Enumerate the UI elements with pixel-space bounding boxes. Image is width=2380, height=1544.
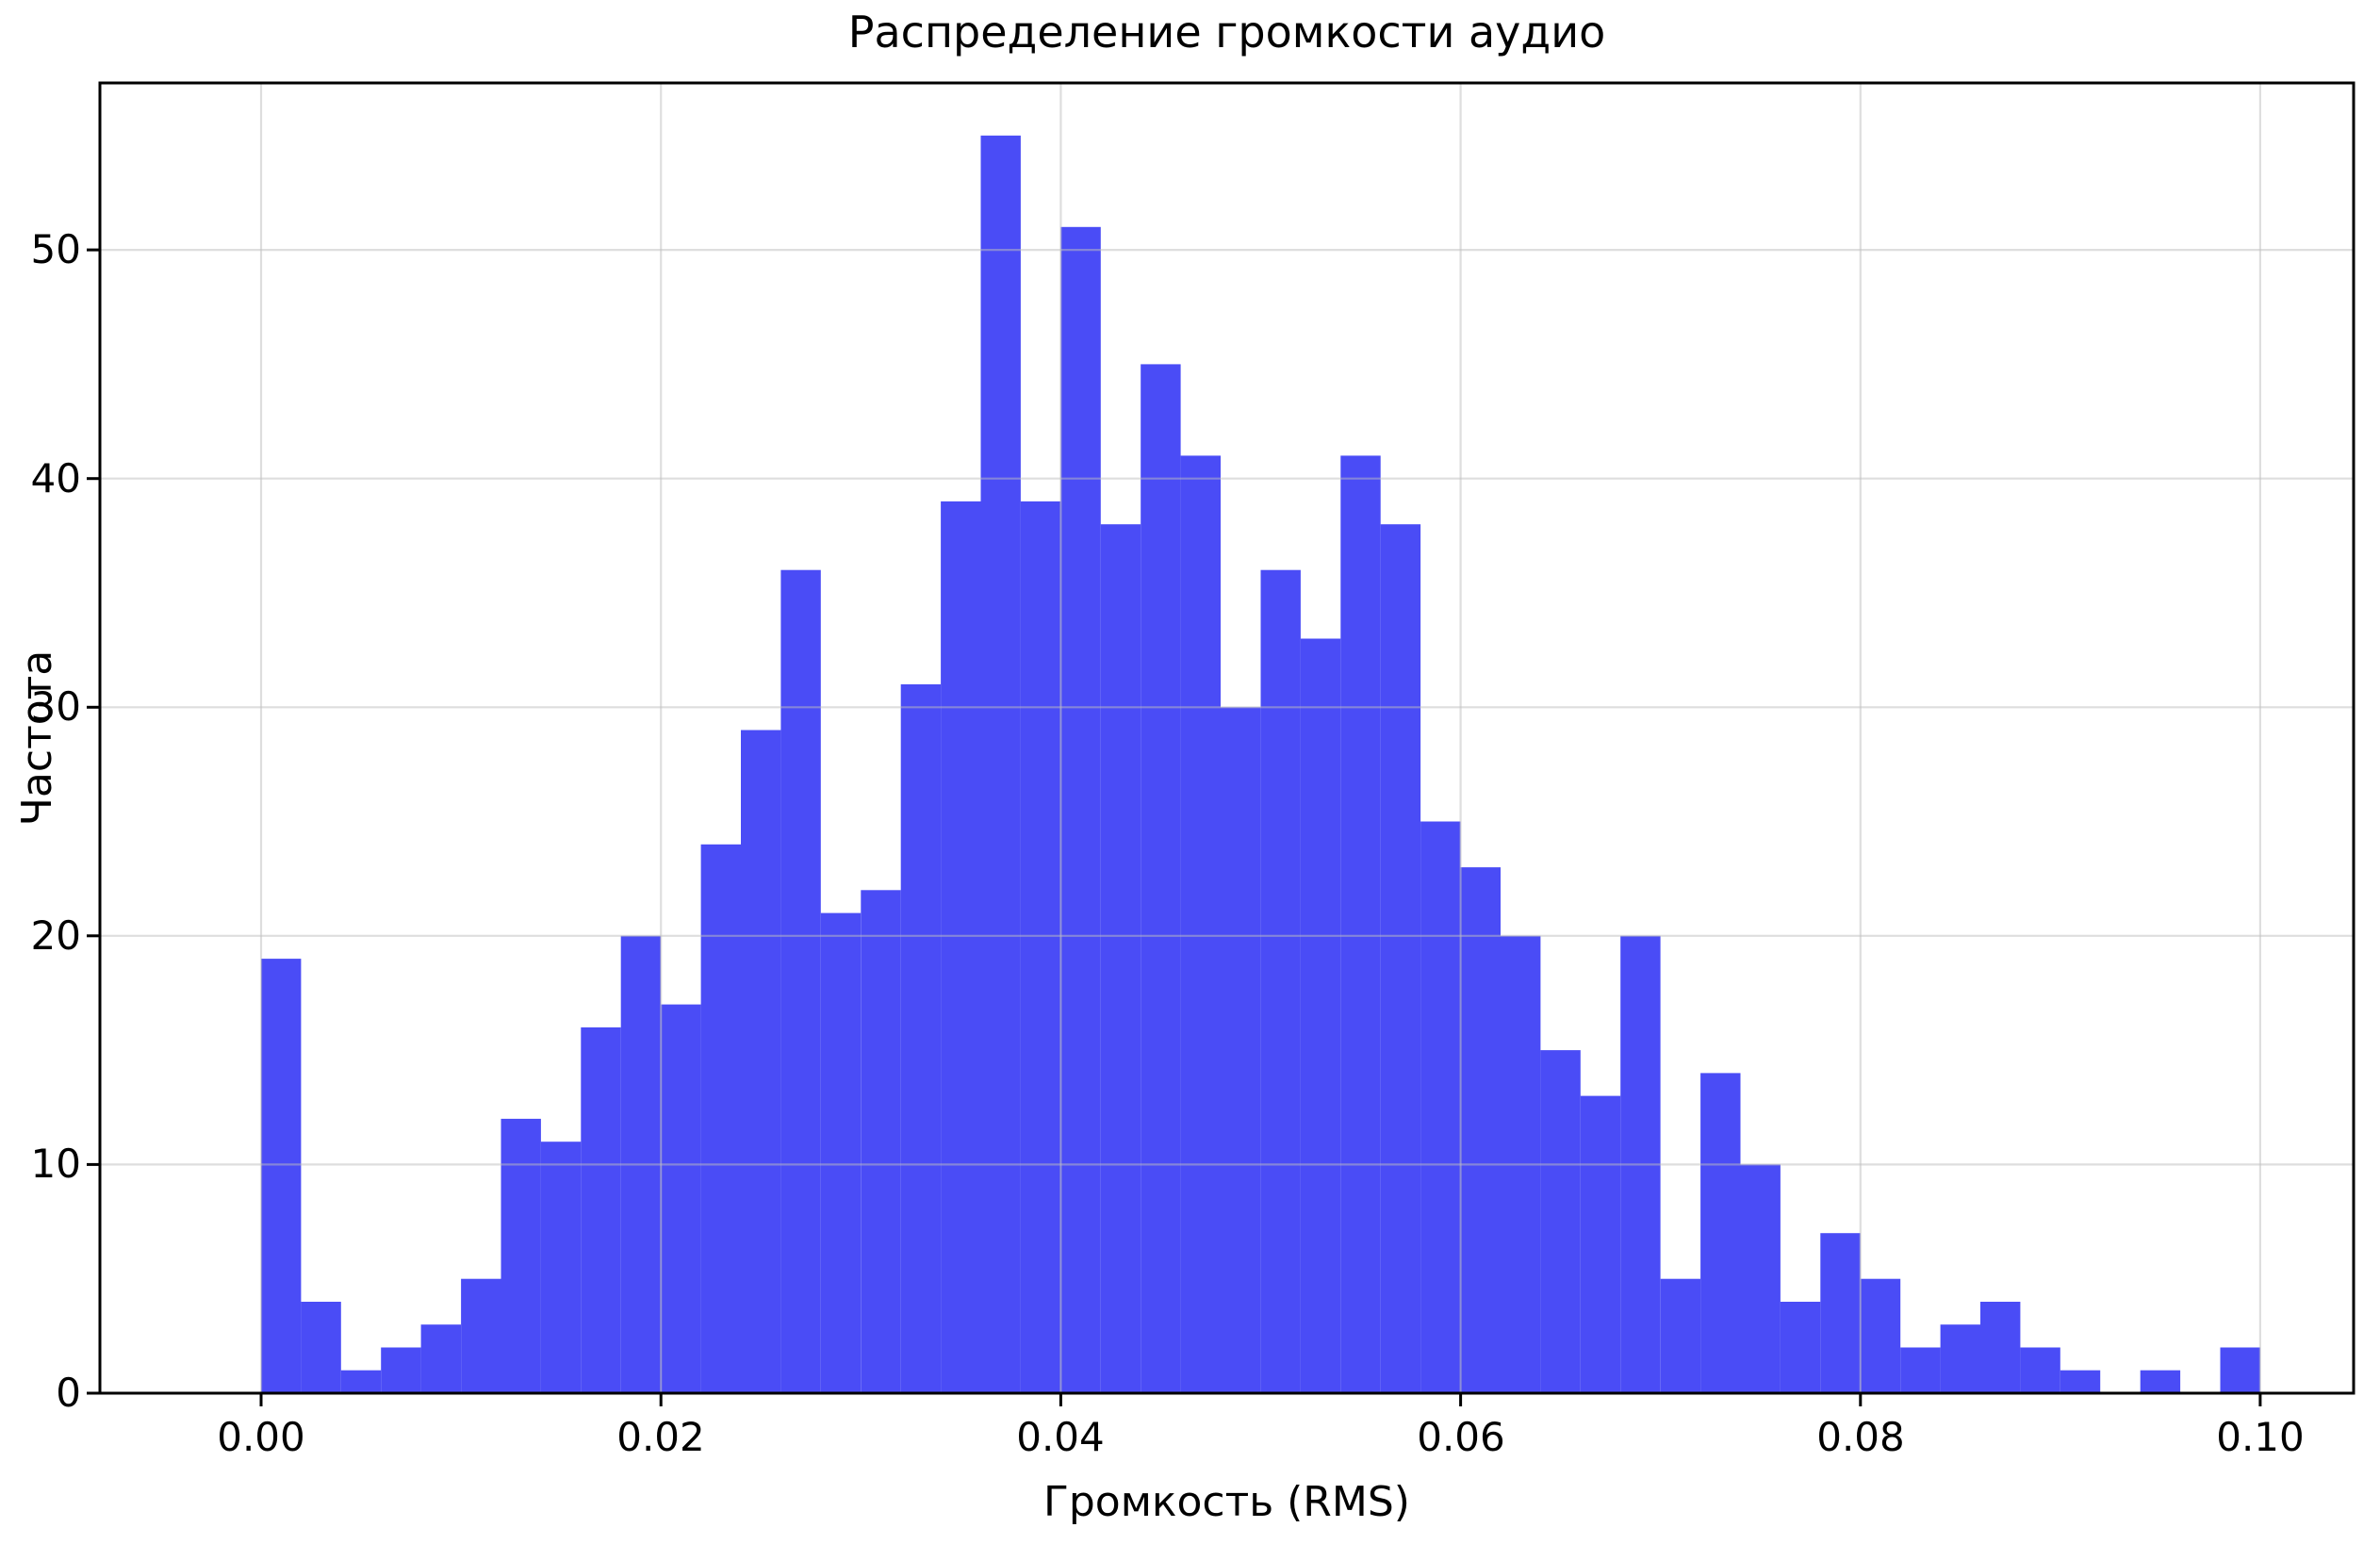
axes-spines [98,81,2355,1395]
histogram-bar [661,1004,701,1393]
y-tick-label: 40 [30,455,81,501]
histogram-bar [700,844,741,1393]
x-tick-label: 0.02 [616,1414,705,1460]
histogram-bar [741,730,781,1393]
x-tick-label: 0.00 [217,1414,305,1460]
histogram-bar [501,1118,541,1393]
histogram-bar [1860,1278,1901,1393]
histogram-bar [980,135,1021,1393]
histogram-bar [2060,1370,2101,1393]
histogram-bar [900,684,942,1393]
x-tick-label: 0.04 [1016,1414,1105,1460]
histogram-bar [1580,1095,1621,1393]
histogram-bar [1780,1302,1821,1393]
y-tick-label: 30 [30,683,81,730]
histogram-bar [1141,364,1181,1393]
histogram-bar [1900,1347,1941,1393]
histogram-bar [2220,1347,2260,1393]
histogram-bar [1700,1073,1741,1393]
histogram-bar [1660,1278,1701,1393]
histogram-bar [340,1370,382,1393]
histogram-bar [1180,455,1221,1393]
histogram-bar [861,890,901,1393]
histogram-bar [1260,569,1301,1393]
histogram-bar [261,959,302,1393]
histogram-bar [1420,821,1461,1393]
y-tick-label: 0 [56,1370,81,1416]
y-axis-label: Частота [13,649,61,827]
histogram-bar [1940,1324,1980,1393]
x-tick-label: 0.10 [2216,1414,2305,1460]
histogram-bar [1380,524,1421,1393]
histogram-bar [1540,1050,1581,1393]
histogram-bar [381,1347,421,1393]
histogram-bar [941,501,981,1393]
histogram-bar [1740,1164,1781,1393]
histogram-bar [1221,707,1261,1393]
histogram-bar [1060,226,1101,1393]
y-tick-label: 10 [30,1141,81,1187]
histogram-bar [1980,1302,2021,1393]
histogram-bar [2020,1347,2060,1393]
histogram-bar [1100,524,1141,1393]
chart-title: Распределение громкости аудио [847,7,1606,57]
histogram-bar [1300,638,1341,1393]
histogram-bar [820,912,862,1393]
histogram-bar [780,569,821,1393]
histogram-bar [301,1302,341,1393]
histogram-bar [420,1324,461,1393]
x-tick-label: 0.08 [1816,1414,1905,1460]
histogram-bar [1340,455,1381,1393]
x-tick-label: 0.06 [1417,1414,1505,1460]
histogram-bar [1460,867,1501,1393]
histogram-bar [1020,501,1061,1393]
x-axis-label: Громкость (RMS) [1043,1478,1410,1526]
y-tick-label: 20 [30,912,81,959]
histogram-bar [581,1027,621,1393]
y-tick-label: 50 [30,226,81,272]
histogram-bar [1820,1233,1861,1393]
histogram-bar [2140,1370,2181,1393]
histogram-bar [540,1142,582,1393]
histogram-bar [461,1278,501,1393]
